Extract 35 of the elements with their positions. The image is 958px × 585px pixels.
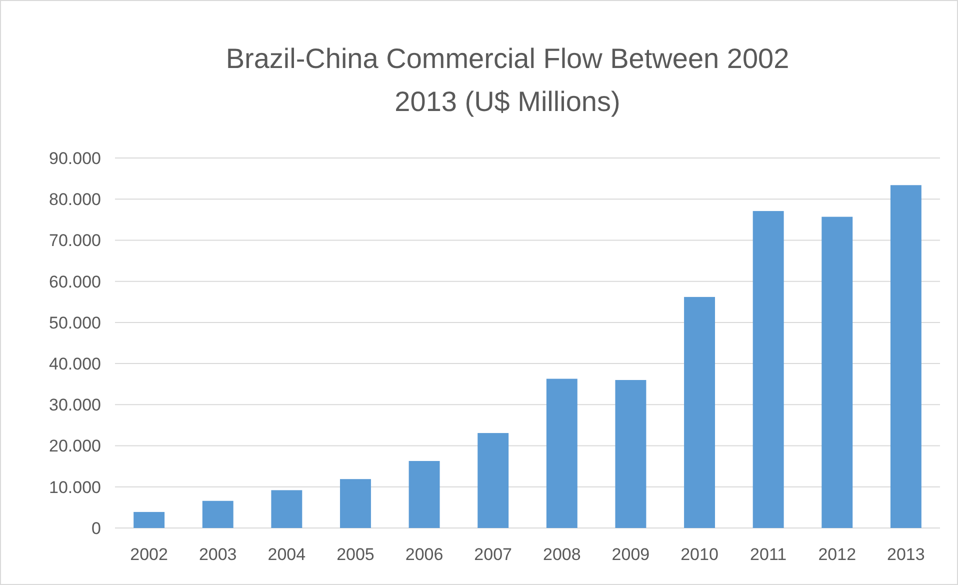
x-tick-label: 2010 bbox=[680, 545, 718, 564]
x-tick-label: 2011 bbox=[750, 545, 787, 564]
bar bbox=[271, 490, 302, 528]
x-tick-label: 2005 bbox=[336, 545, 374, 564]
x-tick-label: 2003 bbox=[198, 545, 237, 564]
chart-title: Brazil-China Commercial Flow Between 2002 2013 (U$ Millions) bbox=[226, 43, 790, 117]
y-tick-label: 60.000 bbox=[49, 272, 101, 292]
x-tick-label: 2007 bbox=[474, 545, 512, 564]
bar bbox=[340, 479, 371, 528]
y-tick-label: 0 bbox=[92, 518, 101, 538]
bar bbox=[408, 460, 440, 528]
y-tick-label: 90.000 bbox=[49, 148, 101, 168]
y-tick-label: 70.000 bbox=[49, 231, 101, 250]
x-tick-label: 2006 bbox=[405, 545, 444, 564]
x-tick-label: 2012 bbox=[818, 545, 856, 564]
y-tick-label: 30.000 bbox=[49, 396, 101, 415]
bar bbox=[478, 433, 509, 528]
x-tick-label: 2013 bbox=[887, 545, 925, 564]
bar bbox=[134, 512, 165, 528]
x-tick-label: 2009 bbox=[612, 545, 650, 564]
bar bbox=[822, 216, 853, 528]
bar bbox=[684, 296, 715, 528]
y-tick-label: 10.000 bbox=[49, 478, 101, 497]
x-tick-label: 2008 bbox=[542, 545, 581, 564]
bar bbox=[546, 378, 578, 528]
y-tick-label: 20.000 bbox=[49, 436, 101, 456]
bar bbox=[615, 380, 646, 528]
bar bbox=[202, 500, 234, 528]
x-tick-label: 2002 bbox=[130, 545, 168, 564]
y-tick-label: 50.000 bbox=[49, 313, 101, 332]
bar bbox=[752, 211, 784, 528]
y-tick-label: 80.000 bbox=[49, 190, 101, 210]
bar bbox=[890, 185, 922, 528]
x-tick-label: 2004 bbox=[268, 545, 306, 564]
y-tick-label: 40.000 bbox=[49, 354, 101, 374]
